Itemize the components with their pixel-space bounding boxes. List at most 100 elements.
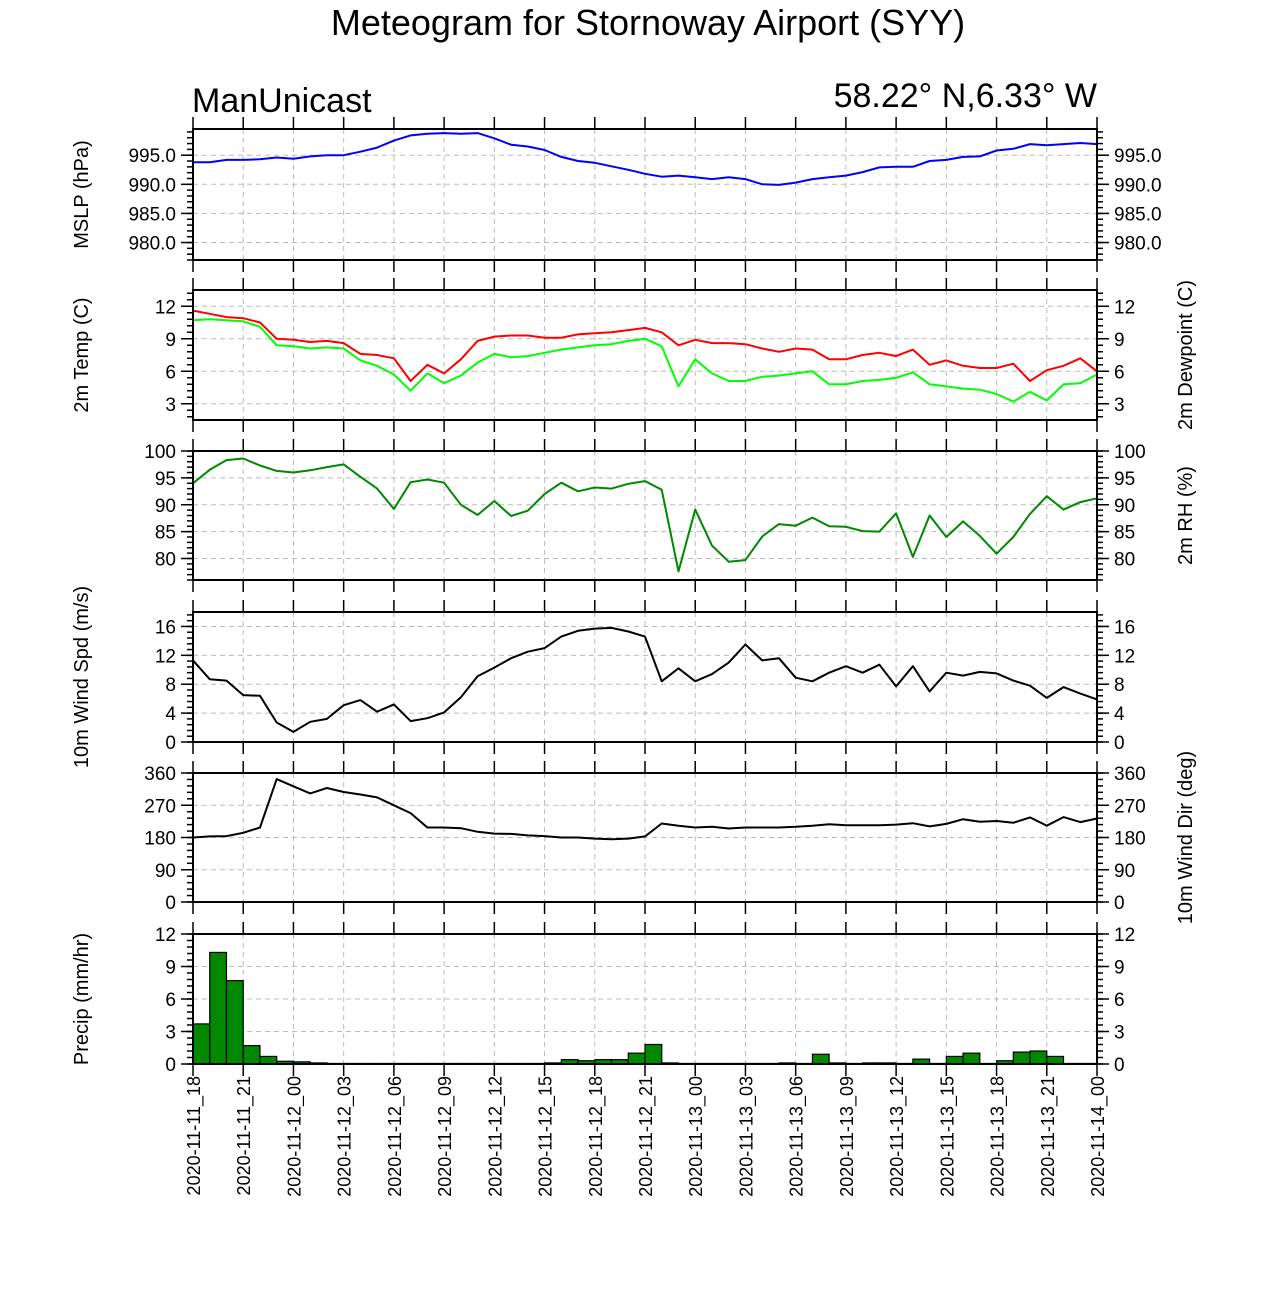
y-tick-label-right: 16 [1114, 617, 1135, 638]
x-tick-label: 2020-11-14_00 [1088, 1076, 1109, 1197]
panel-3: 80 80 85 85 90 90 95 95 100 100 2m RH (%) [144, 439, 1197, 592]
y-tick-label-right: 85 [1114, 523, 1135, 544]
y-tick-label-left: 995.0 [128, 146, 176, 167]
x-tick-label: 2020-11-13_21 [1038, 1076, 1059, 1197]
panel-ticks [181, 439, 1109, 592]
x-tick-label: 2020-11-11_18 [184, 1076, 205, 1195]
y-axis-title-left: MSLP (hPa) [71, 140, 93, 249]
y-axis-title-right: 2m Dewpoint (C) [1175, 280, 1197, 430]
y-axis-title-right: 2m RH (%) [1175, 466, 1197, 565]
y-tick-label-left: 85 [155, 523, 176, 544]
x-tick-label: 2020-11-12_03 [335, 1076, 356, 1197]
y-tick-label-left: 80 [155, 550, 176, 571]
y-tick-label-left: 4 [165, 704, 176, 725]
y-tick-label-right: 3 [1114, 1023, 1125, 1044]
y-tick-label-right: 995.0 [1114, 146, 1162, 167]
y-axis-title-left: Precip (mm/hr) [71, 933, 93, 1065]
y-tick-label-right: 12 [1114, 925, 1135, 946]
chart-title: Meteogram for Stornoway Airport (SYY) [331, 2, 965, 43]
panel-4: 0 0 4 4 8 8 12 12 16 16 10m Wind Spd (m/s) [71, 586, 1135, 768]
panel-ticks [181, 600, 1109, 754]
x-tick-label: 2020-11-13_00 [686, 1076, 707, 1197]
y-tick-label-right: 90 [1114, 861, 1135, 882]
x-tick-label: 2020-11-12_06 [385, 1076, 406, 1197]
y-tick-label-right: 95 [1114, 469, 1135, 490]
x-tick-label: 2020-11-13_09 [837, 1076, 858, 1197]
y-axis-title-right: 10m Wind Dir (deg) [1175, 751, 1197, 924]
y-tick-label-right: 12 [1114, 297, 1135, 318]
series-line-1 [192, 626, 1098, 733]
precip-bar [1029, 1050, 1048, 1065]
y-tick-label-right: 80 [1114, 550, 1135, 571]
precip-bar [1012, 1051, 1031, 1065]
precip-bar [209, 951, 228, 1065]
panel-grid [193, 773, 1097, 902]
panel-5: 0 0 90 90 180 180 270 270 360 360 10m Wind Dir (de… [144, 751, 1197, 924]
y-tick-label-left: 0 [165, 893, 176, 914]
y-tick-label-right: 9 [1114, 958, 1125, 979]
x-tick-label: 2020-11-11_21 [234, 1076, 255, 1195]
time-axis: 2020-11-11_18 2020-11-11_21 2020-11-12_00 2… [184, 1076, 1109, 1197]
y-tick-label-right: 270 [1114, 796, 1146, 817]
y-tick-label-left: 9 [165, 330, 176, 351]
y-tick-label-left: 360 [144, 764, 176, 785]
y-tick-label-left: 6 [165, 990, 176, 1011]
y-tick-label-left: 90 [155, 496, 176, 517]
series-line-2 [192, 318, 1098, 403]
x-tick-label: 2020-11-13_18 [988, 1076, 1009, 1197]
y-tick-label-right: 990.0 [1114, 175, 1162, 196]
y-axis-title-left: 10m Wind Spd (m/s) [71, 586, 93, 768]
precip-bar [225, 979, 244, 1065]
y-tick-label-right: 8 [1114, 675, 1125, 696]
y-tick-label-right: 90 [1114, 496, 1135, 517]
panel-grid [193, 451, 1097, 580]
x-tick-label: 2020-11-12_15 [536, 1076, 557, 1197]
panel-2: 3 3 6 6 9 9 12 12 2m Temp (C) 2m Dewpoint (C) [71, 278, 1197, 432]
y-tick-label-right: 100 [1114, 442, 1146, 463]
panel-grid [193, 129, 1097, 260]
x-tick-label: 2020-11-12_12 [485, 1076, 506, 1197]
precip-bar [259, 1055, 278, 1065]
y-tick-label-left: 180 [144, 829, 176, 850]
precip-bar [945, 1055, 964, 1065]
y-tick-label-left: 985.0 [128, 204, 176, 225]
y-tick-label-left: 9 [165, 958, 176, 979]
x-tick-label: 2020-11-12_18 [586, 1076, 607, 1197]
x-tick-label: 2020-11-12_00 [284, 1076, 305, 1197]
y-tick-label-left: 12 [155, 297, 176, 318]
y-tick-label-left: 12 [155, 646, 176, 667]
series-line-1 [192, 778, 1098, 841]
y-axis-title-left: 2m Temp (C) [71, 297, 93, 412]
y-tick-label-left: 8 [165, 675, 176, 696]
y-tick-label-right: 985.0 [1114, 204, 1162, 225]
y-tick-label-left: 95 [155, 469, 176, 490]
series-line-1 [192, 309, 1098, 382]
y-tick-label-right: 0 [1114, 1055, 1125, 1076]
precip-bar [192, 1023, 211, 1065]
x-tick-label: 2020-11-12_21 [636, 1076, 657, 1197]
panel-6: 0 0 3 3 6 6 9 9 12 12 Precip (mm/hr) [71, 922, 1135, 1076]
x-tick-label: 2020-11-13_06 [787, 1076, 808, 1197]
y-tick-label-left: 90 [155, 861, 176, 882]
x-tick-label: 2020-11-13_15 [937, 1076, 958, 1197]
panel-grid [193, 290, 1097, 420]
y-tick-label-right: 12 [1114, 646, 1135, 667]
panel-ticks [181, 117, 1109, 272]
y-tick-label-left: 0 [165, 733, 176, 754]
precip-bar [644, 1043, 663, 1065]
x-tick-label: 2020-11-13_03 [736, 1076, 757, 1197]
x-tick-label: 2020-11-13_12 [887, 1076, 908, 1197]
panel-ticks [181, 278, 1109, 432]
y-tick-label-right: 3 [1114, 395, 1125, 416]
precip-bar [962, 1052, 981, 1065]
panel-ticks [181, 761, 1109, 914]
panel-ticks [181, 922, 1109, 1076]
precip-bar [242, 1044, 261, 1065]
precip-bar [811, 1053, 830, 1065]
y-tick-label-right: 4 [1114, 704, 1125, 725]
precip-bar [1046, 1055, 1065, 1065]
y-tick-label-left: 980.0 [128, 234, 176, 255]
y-tick-label-left: 6 [165, 362, 176, 383]
y-tick-label-left: 0 [165, 1055, 176, 1076]
